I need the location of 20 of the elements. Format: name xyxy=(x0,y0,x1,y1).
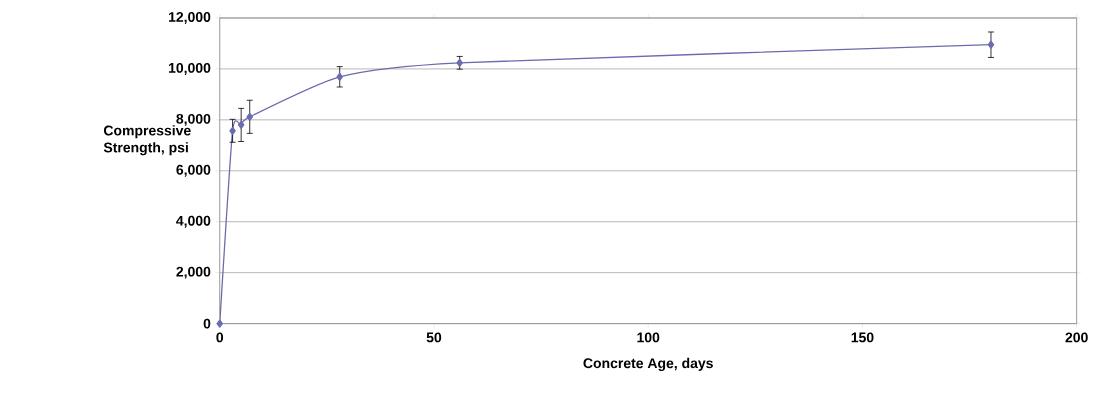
y-tick-label: 12,000 xyxy=(168,12,211,25)
x-axis-title: Concrete Age, days xyxy=(583,358,713,372)
point xyxy=(246,112,253,122)
x-tick-label: 0 xyxy=(216,332,224,343)
point xyxy=(987,40,995,50)
y-tick-label: 8,000 xyxy=(176,114,211,127)
x-tick-label: 100 xyxy=(637,332,660,343)
x-tick-label: 50 xyxy=(426,332,442,343)
point xyxy=(237,121,245,130)
y-tick-label: 6,000 xyxy=(176,165,211,177)
y-axis-title: Compressive Strength, psi xyxy=(103,125,191,156)
x-tick-label: 150 xyxy=(851,332,874,343)
point xyxy=(229,126,236,136)
point xyxy=(216,319,224,328)
y-tick-label: 10,000 xyxy=(168,63,211,76)
y-tick-label: 4,000 xyxy=(176,216,211,228)
y-tick-label: 0 xyxy=(203,318,211,329)
point xyxy=(336,72,343,82)
x-tick-label: 200 xyxy=(1065,332,1088,343)
y-tick-label: 2,000 xyxy=(176,266,211,279)
